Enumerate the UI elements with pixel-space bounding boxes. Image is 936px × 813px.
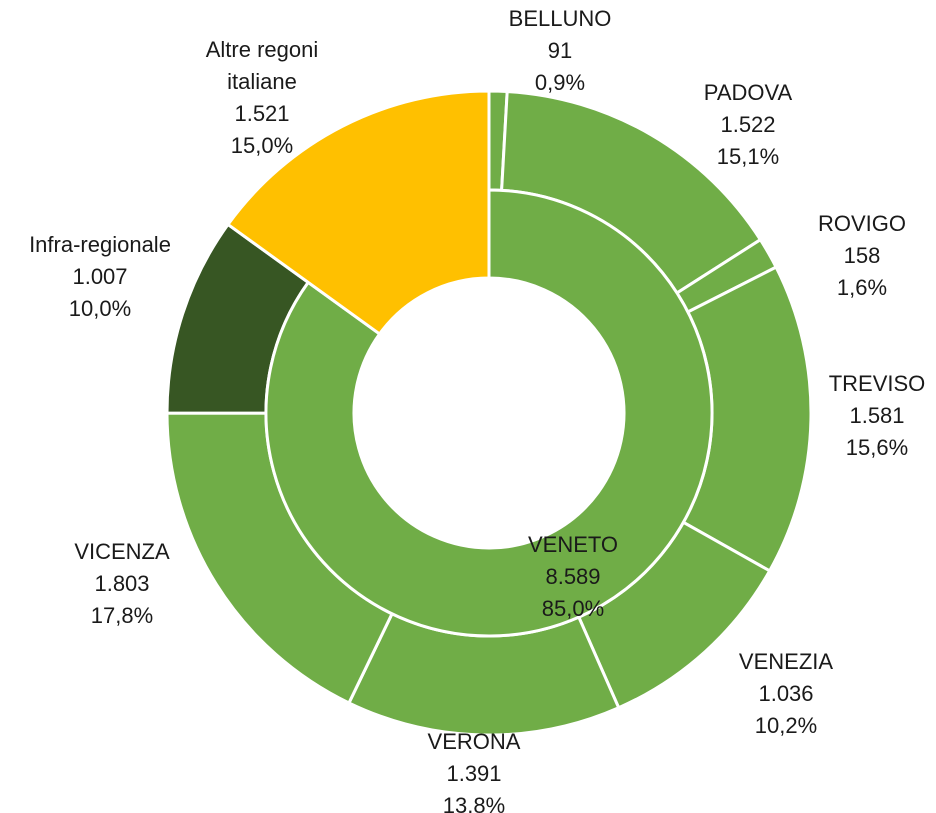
- label-percent: 15,1%: [716, 144, 780, 169]
- data-label: Infra-regionale 1.007 10,0%: [5, 229, 195, 325]
- label-name: TREVISO: [828, 371, 926, 396]
- label-percent: 10,2%: [754, 713, 818, 738]
- label-percent: 10,0%: [68, 296, 132, 321]
- label-value: 1.522: [720, 112, 776, 137]
- label-name: PADOVA: [703, 80, 793, 105]
- label-percent: 1,6%: [836, 275, 888, 300]
- data-label: VERONA 1.391 13,8%: [399, 726, 549, 813]
- data-label: VENEZIA 1.036 10,2%: [711, 646, 861, 742]
- label-percent: 0,9%: [534, 70, 586, 95]
- label-name: VICENZA: [74, 539, 170, 564]
- label-name: Infra-regionale: [29, 232, 171, 257]
- label-value: 8.589: [545, 564, 601, 589]
- label-name: VENETO: [527, 532, 619, 557]
- data-label: PADOVA 1.522 15,1%: [673, 77, 823, 173]
- label-name: VERONA: [427, 729, 521, 754]
- label-value: 1.391: [446, 761, 502, 786]
- label-percent: 17,8%: [90, 603, 154, 628]
- label-name: ROVIGO: [817, 211, 906, 236]
- label-name: BELLUNO: [508, 6, 612, 31]
- inner-segment: [264, 188, 714, 638]
- label-name: Altre regoni italiane: [205, 37, 319, 94]
- data-label: VICENZA 1.803 17,8%: [47, 536, 197, 632]
- label-value: 1.803: [94, 571, 150, 596]
- inner-segment: [225, 89, 491, 337]
- data-label: TREVISO 1.581 15,6%: [802, 368, 936, 464]
- label-value: 1.007: [72, 264, 128, 289]
- label-value: 158: [843, 243, 881, 268]
- data-label: BELLUNO 91 0,9%: [485, 3, 635, 99]
- label-percent: 15,6%: [845, 435, 909, 460]
- data-label: Altre regoni italiane 1.521 15,0%: [182, 34, 342, 162]
- label-value: 91: [547, 38, 573, 63]
- label-percent: 15,0%: [230, 133, 294, 158]
- label-value: 1.521: [234, 101, 290, 126]
- data-label: ROVIGO 158 1,6%: [787, 208, 936, 304]
- data-label: VENETO 8.589 85,0%: [498, 529, 648, 625]
- label-name: VENEZIA: [738, 649, 834, 674]
- label-value: 1.036: [758, 681, 814, 706]
- label-percent: 85,0%: [541, 596, 605, 621]
- label-percent: 13,8%: [442, 793, 506, 813]
- label-value: 1.581: [849, 403, 905, 428]
